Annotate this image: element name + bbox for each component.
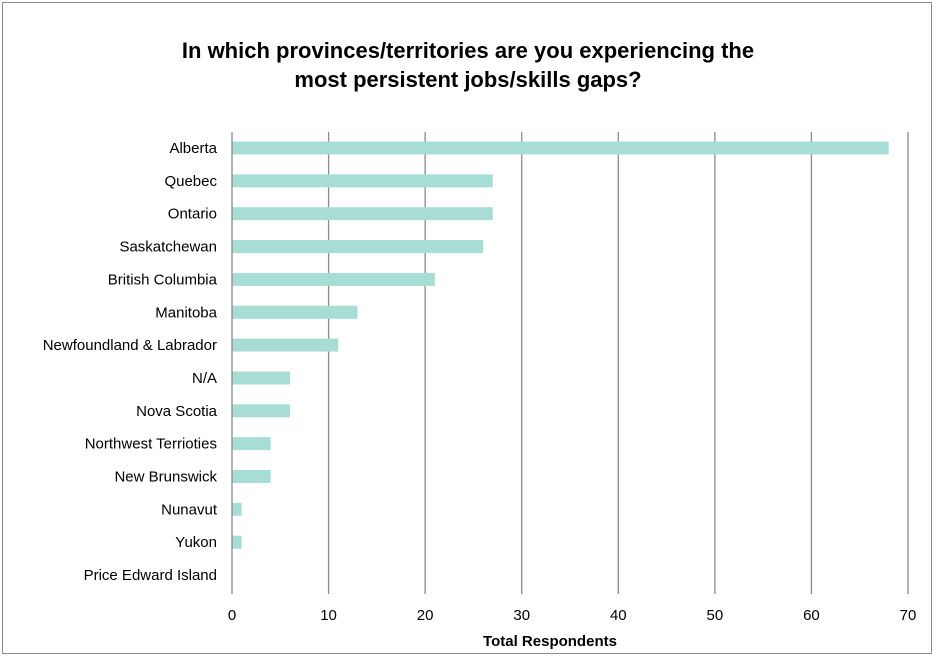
bar-11: [232, 502, 242, 516]
bar-8: [232, 404, 290, 418]
bar-5: [232, 305, 358, 319]
category-label: Manitoba: [155, 304, 217, 321]
category-label: Northwest Terrioties: [85, 436, 217, 453]
bar-12: [232, 535, 242, 549]
labels: 0 10 20 30 40 50 60 70 Alberta Quebec Ontario Saska…: [43, 140, 917, 624]
x-tick-label: 50: [707, 607, 724, 624]
bar-7: [232, 371, 290, 385]
x-tick-label: 70: [900, 607, 917, 624]
category-label: Quebec: [164, 173, 217, 190]
x-axis-title: Total Respondents: [483, 633, 617, 650]
category-label: Alberta: [169, 140, 217, 157]
bar-3: [232, 240, 484, 254]
chart-title-line-1: In which provinces/territories are you e…: [181, 38, 755, 63]
category-label: Saskatchewan: [119, 239, 217, 256]
bar-4: [232, 272, 435, 286]
x-tick-label: 20: [417, 607, 434, 624]
x-tick-label: 10: [320, 607, 337, 624]
category-label: Price Edward Island: [84, 567, 217, 584]
category-label: N/A: [192, 370, 217, 387]
chart-title: In which provinces/territories are you e…: [0, 36, 936, 94]
x-tick-label: 40: [610, 607, 627, 624]
x-tick-label: 60: [803, 607, 820, 624]
bar-10: [232, 470, 271, 483]
category-label: Nunavut: [161, 501, 218, 518]
x-tick-label: 30: [513, 607, 530, 624]
category-label: Nova Scotia: [136, 403, 218, 420]
bar-2: [232, 207, 493, 221]
bar-0: [232, 141, 889, 155]
bar-9: [232, 437, 271, 451]
bars: [232, 141, 889, 549]
category-label: New Brunswick: [114, 469, 217, 486]
category-label: Newfoundland & Labrador: [43, 337, 217, 354]
category-label: Yukon: [175, 534, 217, 551]
gridlines: [327, 132, 909, 594]
bar-1: [232, 174, 493, 188]
bar-6: [232, 338, 339, 352]
chart-title-line-2: most persistent jobs/skills gaps?: [294, 67, 642, 92]
category-label: Ontario: [168, 206, 217, 223]
x-tick-label: 0: [228, 607, 236, 624]
category-label: British Columbia: [108, 271, 218, 288]
